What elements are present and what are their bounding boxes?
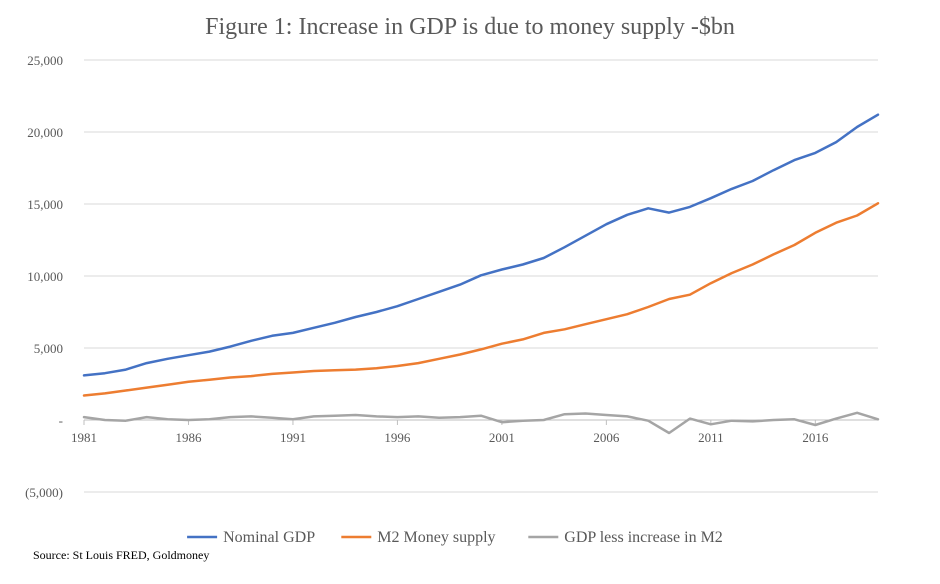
x-tick-label: 1981	[71, 430, 97, 445]
x-tick-label: 2006	[593, 430, 620, 445]
legend-label: GDP less increase in M2	[564, 529, 723, 546]
x-tick-label: 1996	[384, 430, 411, 445]
y-axis: (5,000) - 5,000 10,000 15,000 20,000 25,000	[25, 53, 63, 500]
series-line-3	[82, 411, 880, 435]
legend-label: Nominal GDP	[223, 529, 315, 546]
x-tick-label: 1986	[175, 430, 202, 445]
x-tick-label: 1991	[280, 430, 306, 445]
chart-title: Figure 1: Increase in GDP is due to mone…	[205, 14, 735, 40]
x-axis: 1981 1986 1991 1996 2001 2006 2011 2016	[71, 419, 878, 445]
series-line-1	[82, 113, 880, 377]
y-tick-label: 25,000	[27, 53, 63, 68]
series-lines	[82, 113, 880, 435]
legend-label: M2 Money supply	[377, 529, 495, 546]
y-tick-label: 5,000	[34, 341, 63, 356]
series-line-2	[82, 202, 880, 397]
source-note: Source: St Louis FRED, Goldmoney	[33, 548, 210, 562]
legend: Nominal GDP M2 Money supply GDP less incre…	[187, 529, 723, 546]
y-tick-label: -	[59, 413, 63, 428]
x-tick-label: 2016	[802, 430, 829, 445]
x-tick-label: 2001	[489, 430, 515, 445]
y-tick-label: 15,000	[27, 197, 63, 212]
y-tick-label: 10,000	[27, 269, 63, 284]
y-tick-label: 20,000	[27, 125, 63, 140]
y-tick-label: (5,000)	[25, 485, 63, 500]
x-tick-label: 2011	[698, 430, 724, 445]
